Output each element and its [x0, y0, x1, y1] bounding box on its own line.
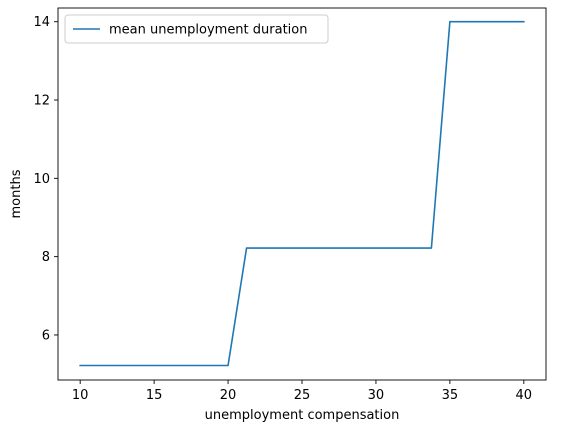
x-tick-label: 40 [516, 388, 533, 403]
series-layer [79, 20, 525, 367]
series-line-0 [79, 20, 525, 367]
axes-layer: 10 15 20 25 30 35 40 6 8 10 12 14 [33, 7, 547, 403]
legend-box [64, 14, 329, 44]
plot-area [58, 8, 546, 380]
x-axis-label: unemployment compensation [205, 408, 400, 423]
y-axis-label: months [9, 169, 24, 218]
x-tick-label: 30 [368, 388, 385, 403]
y-tick-label: 12 [33, 94, 50, 109]
x-tick-label: 20 [220, 388, 237, 403]
x-tick-label: 10 [72, 388, 89, 403]
x-tick-label: 25 [294, 388, 311, 403]
y-tick-label: 14 [33, 15, 50, 30]
y-tick-label: 6 [42, 328, 50, 343]
y-tick-label: 8 [42, 250, 50, 265]
legend: mean unemployment duration [64, 14, 329, 44]
legend-label: mean unemployment duration [109, 23, 308, 38]
y-tick-label: 10 [33, 172, 50, 187]
x-tick-label: 15 [146, 388, 163, 403]
x-tick-label: 35 [442, 388, 459, 403]
